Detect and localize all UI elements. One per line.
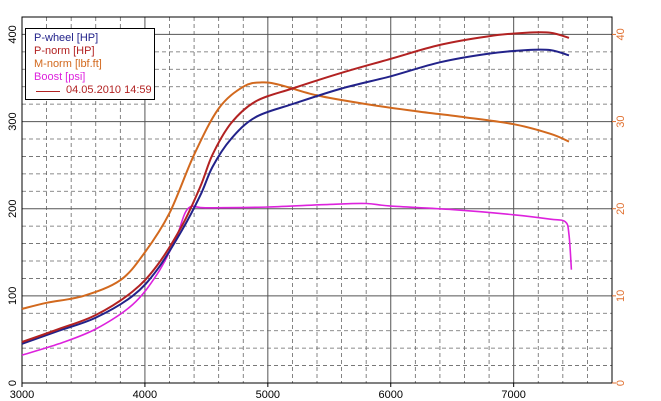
right-axis-tick-label: 10 bbox=[615, 290, 627, 302]
x-tick-label: 6000 bbox=[379, 389, 403, 401]
right-axis-ticks: 0 10 20 30 40 bbox=[612, 28, 627, 386]
legend-item-p-wheel: P-wheel [HP] bbox=[34, 32, 99, 44]
legend-item-boost: Boost [psi] bbox=[34, 71, 86, 83]
series-line-boost-psi bbox=[21, 202, 573, 356]
left-axis-tick-label: 0 bbox=[7, 380, 19, 386]
series-line-m-norm-lbf-ft bbox=[21, 81, 570, 310]
x-tick-label: 3000 bbox=[10, 389, 34, 401]
right-axis-tick-label: 20 bbox=[615, 203, 627, 215]
left-axis-tick-label: 400 bbox=[7, 25, 19, 43]
legend-item-m-norm: M-norm [lbf.ft] bbox=[34, 58, 102, 70]
x-tick-label: 4000 bbox=[133, 389, 157, 401]
left-axis-tick-label: 100 bbox=[7, 287, 19, 305]
left-axis-tick-label: 300 bbox=[7, 112, 19, 130]
x-tick-label: 5000 bbox=[256, 389, 280, 401]
left-axis-tick-label: 200 bbox=[7, 200, 19, 218]
series-line-p-wheel-hp bbox=[21, 48, 570, 345]
legend-item-p-norm: P-norm [HP] bbox=[34, 45, 95, 57]
x-tick-label: 7000 bbox=[501, 389, 525, 401]
legend-stamp-line bbox=[36, 91, 60, 92]
series-layer bbox=[21, 31, 573, 356]
legend-stamp: 04.05.2010 14:59 bbox=[66, 84, 152, 96]
legend: P-wheel [HP] P-norm [HP] M-norm [lbf.ft]… bbox=[25, 28, 155, 100]
left-axis-ticks: 0 100 200 300 400 bbox=[7, 25, 19, 386]
right-axis-tick-label: 40 bbox=[615, 28, 627, 40]
right-axis-tick-label: 0 bbox=[615, 380, 627, 386]
series-line-p-norm-hp bbox=[21, 31, 570, 343]
plot-frame bbox=[21, 16, 613, 384]
right-axis-tick-label: 30 bbox=[615, 115, 627, 127]
x-axis-ticks: 3000 4000 5000 6000 7000 bbox=[10, 383, 526, 401]
